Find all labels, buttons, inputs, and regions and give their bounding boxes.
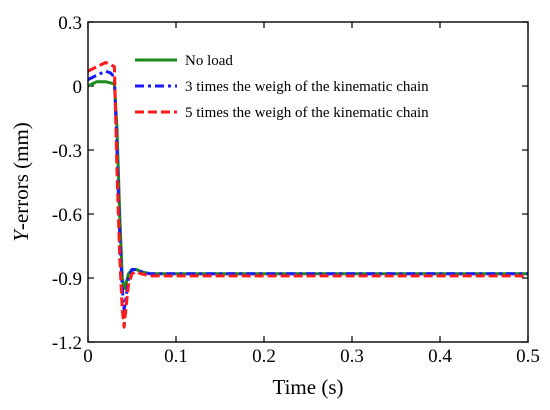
x-tick-label: 0.4 <box>428 346 452 367</box>
series-line-2 <box>88 69 528 312</box>
x-tick-label: 0.5 <box>516 346 540 367</box>
y-tick-label: 0 <box>73 77 83 98</box>
legend-label-2: 3 times the weigh of the kinematic chain <box>185 79 429 95</box>
legend-label-1: No load <box>185 53 233 69</box>
y-tick-label: -0.6 <box>52 205 82 226</box>
x-tick-label: 0 <box>83 346 93 367</box>
x-tick-label: 0.2 <box>252 346 276 367</box>
x-tick-label: 0.1 <box>164 346 188 367</box>
x-tick-label: 0.3 <box>340 346 364 367</box>
series-line-3 <box>88 61 528 329</box>
y-tick-label: -0.9 <box>52 269 82 290</box>
y-tick-label: 0.3 <box>58 13 82 34</box>
ticks-layer: 0 0.1 0.2 0.3 0.4 0.5 0.3 0 -0.3 -0.6 -0.9 -1.2 <box>52 13 540 367</box>
x-axis-label: Time (s) <box>273 375 344 399</box>
y-axis-label-rest: -errors (mm) <box>9 122 33 230</box>
y-tick-label: -0.3 <box>52 141 82 162</box>
series-layer <box>88 61 528 329</box>
plot-frame <box>87 21 529 343</box>
legend-label-3: 5 times the weigh of the kinematic chain <box>185 105 429 121</box>
y-tick-label: -1.2 <box>52 333 82 354</box>
legend: No load 3 times the weigh of the kinemati… <box>135 53 429 121</box>
y-axis-label-italic: Y <box>9 228 33 242</box>
y-axis-label: Y-errors (mm) <box>9 122 33 242</box>
